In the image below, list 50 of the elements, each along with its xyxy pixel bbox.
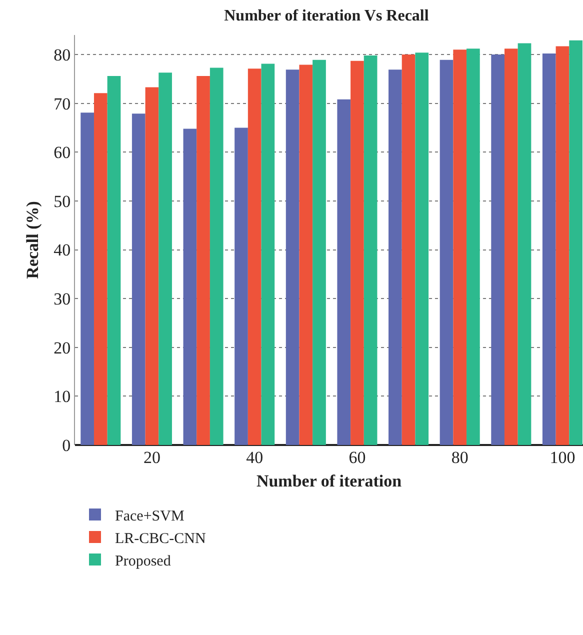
- bar: [80, 112, 94, 445]
- bar: [286, 70, 300, 445]
- y-tick-label: 20: [54, 338, 71, 358]
- bar: [466, 48, 480, 445]
- bar: [312, 60, 326, 445]
- bar: [299, 64, 313, 445]
- x-tick-label: 40: [246, 448, 264, 467]
- y-tick-label: 60: [54, 143, 71, 162]
- bar: [542, 54, 556, 445]
- bar: [261, 64, 275, 445]
- x-tick-label: 20: [143, 448, 160, 467]
- y-tick-label: 0: [62, 436, 71, 455]
- bar: [132, 114, 146, 445]
- bar: [196, 76, 210, 445]
- y-tick-label: 30: [54, 290, 71, 309]
- bar: [388, 70, 402, 445]
- bar: [440, 60, 454, 445]
- bar: [183, 128, 197, 445]
- bar: [94, 93, 108, 445]
- bar: [491, 54, 504, 445]
- y-tick-label: 80: [54, 45, 71, 64]
- bar: [402, 54, 416, 445]
- bar: [415, 52, 429, 445]
- bar: [234, 128, 248, 445]
- y-tick-label: 10: [54, 387, 71, 406]
- x-tick-label: 80: [451, 448, 468, 467]
- bar: [569, 40, 582, 445]
- bar: [145, 87, 159, 445]
- bar: [107, 76, 121, 445]
- legend-label: LR-CBC-CNN: [115, 530, 206, 547]
- bar: [518, 43, 532, 445]
- y-axis-title: Recall (%): [23, 201, 42, 279]
- bar: [350, 60, 364, 445]
- bar: [364, 56, 378, 445]
- chart-title: Number of iteration Vs Recall: [224, 8, 430, 25]
- x-tick-label: 100: [550, 448, 576, 467]
- bar: [158, 72, 172, 445]
- bar: [556, 46, 570, 445]
- bar: [210, 68, 224, 445]
- x-tick-label: 60: [348, 448, 366, 467]
- y-tick-label: 50: [54, 192, 71, 211]
- bar: [337, 99, 351, 445]
- legend-label: Face+SVM: [115, 508, 184, 524]
- bar: [504, 48, 518, 445]
- bar: [248, 68, 262, 445]
- bar: [453, 50, 467, 445]
- x-axis-title: Number of iteration: [256, 471, 402, 490]
- y-tick-label: 70: [54, 94, 71, 114]
- legend-label: Proposed: [115, 553, 172, 570]
- y-tick-label: 40: [54, 240, 71, 260]
